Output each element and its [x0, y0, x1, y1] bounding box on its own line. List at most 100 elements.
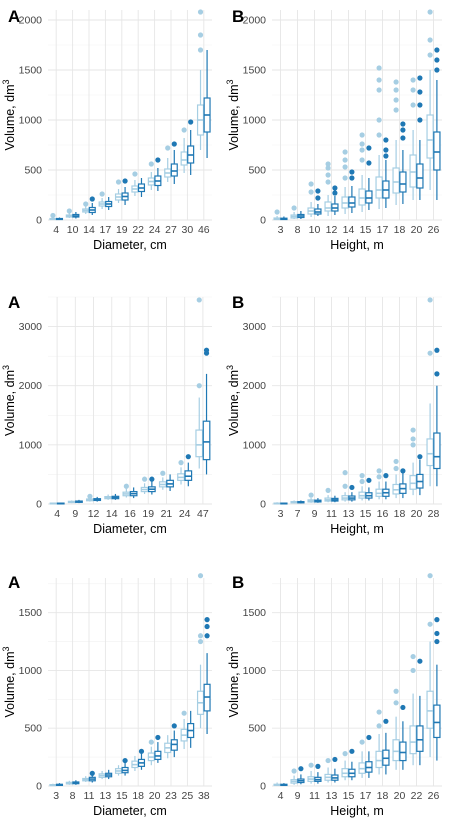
outlier-point — [427, 37, 433, 43]
x-tick-label: 4 — [278, 790, 284, 802]
y-tick-label: 1000 — [243, 115, 267, 127]
outlier-point — [325, 179, 331, 185]
box — [341, 187, 349, 214]
y-tick-label: 1500 — [243, 607, 267, 619]
x-axis-label: Height, m — [330, 522, 384, 536]
outlier-point — [434, 630, 440, 637]
box — [426, 641, 434, 758]
x-tick-label: 19 — [116, 224, 128, 236]
box-body — [426, 438, 434, 467]
box — [280, 783, 288, 787]
box — [365, 178, 373, 210]
box — [140, 483, 149, 494]
x-tick-label: 16 — [124, 508, 136, 520]
series-dark — [280, 617, 441, 787]
series-dark — [55, 617, 211, 787]
outlier-point — [359, 132, 365, 138]
outlier-point — [383, 473, 389, 479]
outlier-point — [393, 458, 399, 465]
outlier-point — [434, 47, 440, 53]
outlier-point — [342, 157, 348, 163]
outlier-point — [155, 157, 161, 163]
y-axis-label-superscript: 3 — [1, 79, 11, 84]
box — [55, 783, 64, 787]
outlier-point — [434, 57, 440, 63]
box — [273, 502, 281, 505]
outlier-point — [410, 442, 416, 448]
box — [137, 178, 146, 197]
box — [187, 130, 195, 175]
x-tick-label: 3 — [278, 224, 284, 236]
box — [203, 653, 211, 734]
box-body — [202, 420, 211, 461]
box — [399, 150, 407, 204]
box — [129, 487, 138, 499]
y-axis-label-text: Volume, dm — [3, 370, 17, 436]
x-tick-label: 18 — [132, 790, 144, 802]
x-tick-label: 20 — [149, 790, 161, 802]
box — [375, 155, 383, 209]
outlier-point — [359, 739, 365, 745]
box — [273, 782, 281, 787]
box — [131, 755, 139, 771]
outlier-point — [400, 468, 406, 474]
y-tick-label: 500 — [248, 723, 266, 735]
outlier-point — [359, 473, 365, 479]
outlier-point — [181, 710, 187, 716]
outlier-point — [342, 164, 348, 170]
y-axis-label-superscript: 3 — [225, 646, 235, 651]
outlier-point — [315, 188, 321, 194]
y-tick-label: 0 — [36, 215, 42, 227]
outlier-point — [376, 723, 382, 729]
box — [170, 150, 178, 184]
box — [348, 761, 356, 781]
box — [158, 477, 167, 490]
box — [111, 493, 120, 500]
box — [307, 498, 315, 503]
box — [307, 202, 315, 217]
box — [416, 695, 424, 766]
outlier-point — [165, 145, 171, 151]
x-tick-label: 16 — [377, 508, 389, 520]
outlier-point — [197, 47, 204, 53]
outlier-point — [376, 468, 382, 474]
box — [122, 488, 131, 498]
box-body — [195, 429, 204, 458]
box — [433, 80, 441, 200]
series-light — [273, 9, 434, 221]
box — [392, 140, 400, 205]
outlier-point — [196, 297, 202, 303]
outlier-point — [325, 161, 331, 167]
outlier-point — [325, 165, 331, 171]
outlier-point — [393, 700, 399, 706]
outlier-point — [359, 478, 365, 485]
box — [416, 140, 424, 200]
box-body — [426, 690, 434, 729]
box — [348, 186, 356, 213]
outlier-point — [410, 436, 416, 442]
outlier-point — [89, 196, 95, 202]
outlier-point — [66, 208, 72, 214]
box — [55, 217, 64, 221]
y-axis-label: Volume, dm3 — [225, 365, 241, 436]
box — [409, 130, 417, 200]
y-tick-label: 1000 — [19, 665, 43, 677]
box — [331, 768, 339, 783]
panel-letter: B — [232, 7, 244, 26]
outlier-point — [342, 483, 348, 489]
outlier-point — [315, 763, 321, 769]
y-axis-label: Volume, dm3 — [1, 646, 17, 717]
y-axis-label-superscript: 3 — [225, 365, 235, 370]
y-tick-label: 2000 — [19, 380, 43, 392]
box — [72, 212, 80, 219]
x-tick-label: 8 — [295, 224, 301, 236]
chart-panel-1: 0 500 1000 1500 2000 4 10 14 17 19 22 24 27 30 46 Diame… — [1, 7, 212, 252]
y-tick-label: 1500 — [243, 65, 267, 77]
outlier-point — [383, 147, 389, 153]
outlier-point — [315, 195, 321, 201]
y-tick-label: 0 — [36, 781, 42, 793]
y-tick-label: 0 — [260, 215, 266, 227]
box — [365, 487, 373, 501]
box — [121, 187, 129, 205]
outlier-point — [359, 147, 365, 153]
